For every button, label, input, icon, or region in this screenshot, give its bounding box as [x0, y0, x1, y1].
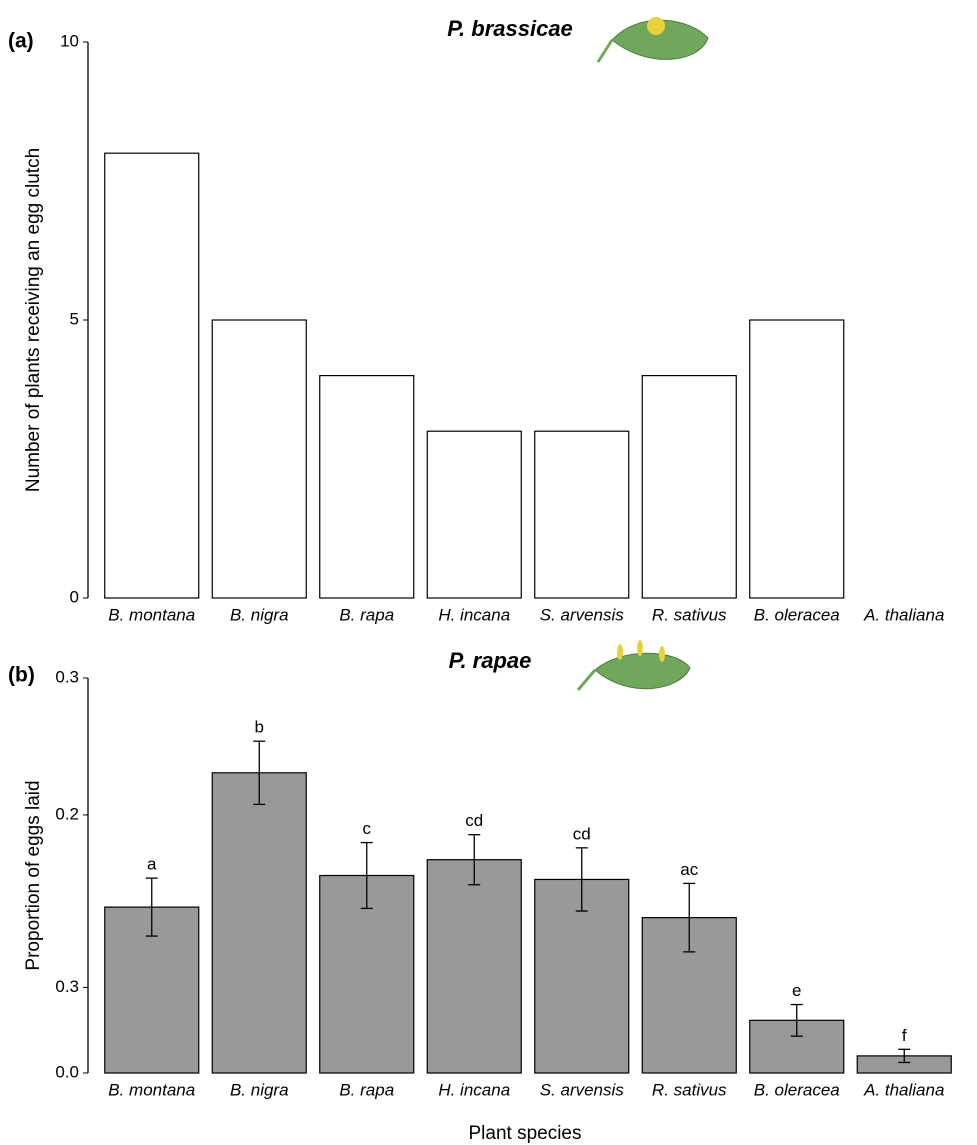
x-axis-title: Plant species: [468, 1123, 581, 1144]
y-tick-label: 0.3: [55, 977, 79, 996]
bar: [427, 431, 521, 598]
x-tick-label: B. nigra: [230, 605, 289, 624]
figure: (a) P. brassicae Number of plants receivin…: [0, 0, 977, 1145]
chart-title: P. rapae: [449, 648, 532, 673]
bar: [320, 376, 414, 598]
leaf-icon: [578, 640, 690, 690]
y-tick-label: 0.2: [55, 804, 79, 823]
bar: [212, 773, 306, 1073]
significance-letter: c: [363, 819, 372, 838]
y-tick-label: 0.3: [55, 667, 79, 686]
significance-letter: cd: [465, 811, 483, 830]
x-tick-label: S. arvensis: [540, 1080, 625, 1099]
y-tick-label: 0: [70, 587, 79, 606]
y-tick-label: 10: [60, 31, 79, 50]
chart-title: P. brassicae: [447, 16, 573, 41]
x-tick-label: A. thaliana: [863, 1080, 944, 1099]
x-tick-label: B. nigra: [230, 1080, 289, 1099]
bar: [535, 431, 629, 598]
x-tick-label: B. oleracea: [754, 1080, 840, 1099]
leaf-icon: [598, 17, 708, 62]
x-tick-label: S. arvensis: [540, 605, 625, 624]
x-tick-label: B. montana: [108, 1080, 195, 1099]
x-tick-label: B. rapa: [339, 1080, 394, 1099]
panel-label: (a): [8, 30, 34, 53]
x-tick-label: B. rapa: [339, 605, 394, 624]
significance-letter: e: [792, 981, 801, 1000]
panel-label: (b): [8, 664, 35, 687]
y-tick-label: 0.0: [55, 1062, 79, 1081]
bar: [427, 860, 521, 1073]
x-tick-label: H. incana: [438, 1080, 510, 1099]
x-tick-label: R. sativus: [652, 605, 727, 624]
significance-letter: a: [147, 855, 157, 874]
significance-letter: cd: [573, 824, 591, 843]
y-axis-title: Number of plants receiving an egg clutch: [23, 148, 44, 492]
bar: [105, 153, 199, 598]
x-tick-label: A. thaliana: [863, 605, 944, 624]
x-tick-label: H. incana: [438, 605, 510, 624]
bar: [212, 320, 306, 598]
significance-letter: ac: [680, 860, 698, 879]
x-tick-label: B. oleracea: [754, 605, 840, 624]
bar: [642, 376, 736, 598]
significance-letter: b: [255, 718, 264, 737]
significance-letter: f: [902, 1026, 907, 1045]
x-tick-label: B. montana: [108, 605, 195, 624]
x-tick-label: R. sativus: [652, 1080, 727, 1099]
bar: [750, 320, 844, 598]
y-tick-label: 5: [70, 309, 79, 328]
y-axis-title: Proportion of eggs laid: [23, 780, 44, 970]
